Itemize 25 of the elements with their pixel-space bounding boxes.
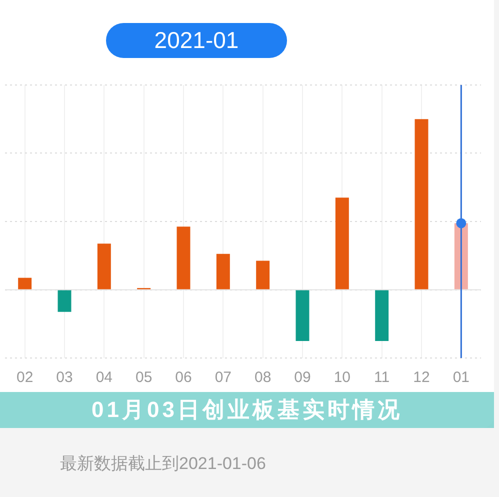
bar (216, 254, 230, 290)
chart-subtitle: 2021-01 (106, 23, 287, 58)
text: 最新数据截止到2021-01-06 (60, 453, 266, 475)
bar (97, 244, 111, 290)
x-tick-label: 08 (254, 369, 272, 386)
bar (58, 290, 72, 312)
x-tick-label: 03 (56, 369, 73, 386)
text: 01月03日创业板基实时情况 (92, 397, 402, 423)
bar (296, 290, 310, 341)
x-tick-label: 09 (294, 369, 311, 386)
x-tick-label: 07 (214, 369, 232, 386)
bar (176, 226, 190, 290)
x-tick-label: 04 (96, 369, 113, 386)
bar (335, 198, 349, 290)
x-tick-label: 02 (16, 369, 34, 386)
bar (256, 260, 270, 290)
x-tick-label: 10 (334, 369, 351, 386)
bar (375, 290, 389, 341)
x-tick-label: 01 (452, 369, 470, 386)
x-tick-label: 05 (135, 369, 152, 386)
x-tick-label: 06 (175, 369, 192, 386)
x-tick-label: 12 (413, 369, 430, 386)
bar (414, 119, 428, 290)
bar (18, 278, 32, 290)
x-tick-label: 11 (374, 369, 390, 386)
